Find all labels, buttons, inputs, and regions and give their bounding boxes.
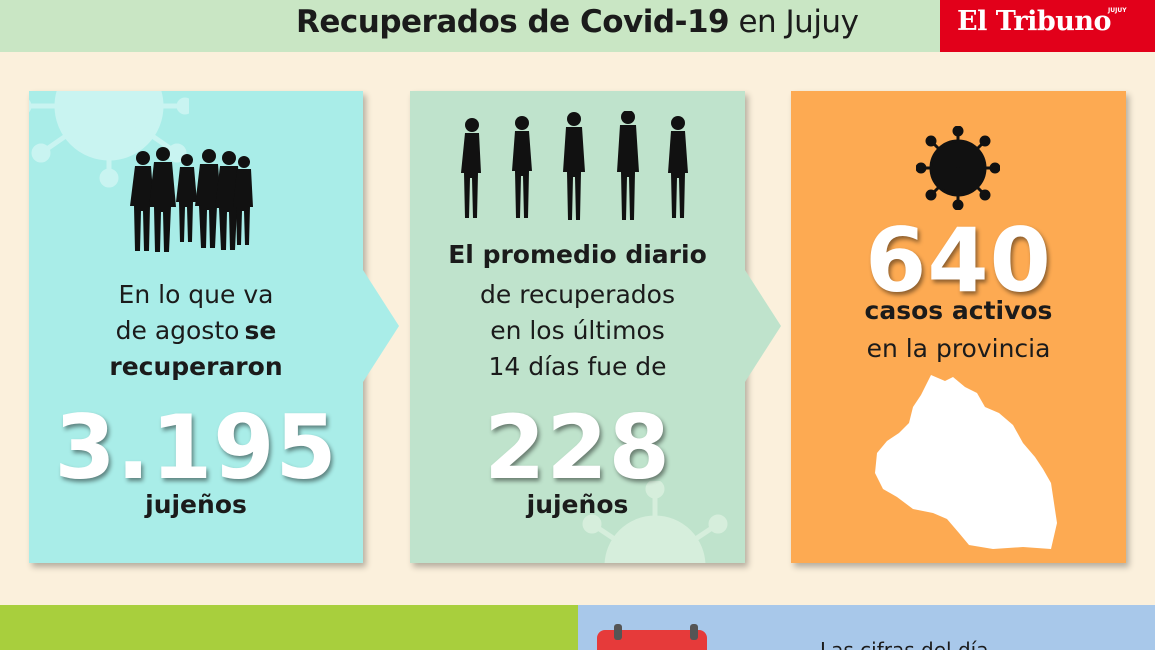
card2-line1: El promedio diario [448, 240, 707, 269]
card2-arrow [745, 270, 781, 382]
bottom-partial-text: Las cifras del día [820, 638, 989, 650]
card1-line2: de agosto se [29, 313, 363, 352]
page-title-rest: en Jujuy [738, 4, 859, 40]
calendar-ring-left [614, 624, 622, 640]
brand-name: El Tribuno [957, 6, 1112, 37]
virus-background-icon [582, 481, 728, 563]
card3-line1: casos activos [864, 296, 1053, 325]
card2-line2: de recuperados [480, 280, 675, 309]
bottom-green-panel [0, 605, 578, 650]
card1-line1: En lo que va [118, 280, 274, 309]
card1-line3: recuperaron [109, 352, 283, 381]
card2-line4: 14 días fue de [488, 352, 667, 381]
card1-line2-b: se [244, 316, 277, 345]
page-title: Recuperados de Covid-19 en Jujuy [296, 4, 859, 40]
brand-sub: JUJUY [1108, 7, 1127, 14]
card1-arrow [363, 270, 399, 382]
page-title-bold: Recuperados de Covid-19 [296, 4, 730, 40]
card1-unit: jujeños [145, 490, 247, 519]
people-group-silhouette-icon [130, 147, 253, 252]
card2-line3: en los últimos [490, 316, 665, 345]
calendar-ring-right [690, 624, 698, 640]
card2-unit: jujeños [526, 490, 629, 519]
card1-line2-a: de agosto [115, 316, 240, 345]
card3-line2: en la provincia [866, 334, 1051, 363]
people-queue-silhouette-icon [461, 111, 688, 220]
card2-number: 228 [484, 396, 671, 499]
recovered-august-card: En lo que va de agosto se recuperaron 3.… [29, 91, 363, 563]
daily-average-card: El promedio diario de recuperados en los… [410, 91, 745, 563]
card1-number: 3.195 [54, 396, 338, 499]
virus-background-icon [29, 91, 189, 188]
active-cases-card: 640 casos activos en la provincia [791, 91, 1126, 563]
jujuy-province-map-icon [875, 375, 1057, 549]
card3-number: 640 [865, 209, 1052, 312]
calendar-icon [597, 630, 707, 650]
brand-logo: El Tribuno JUJUY [940, 0, 1155, 52]
coronavirus-icon [916, 126, 1000, 210]
header-bar: Recuperados de Covid-19 en Jujuy El Trib… [0, 0, 1155, 52]
